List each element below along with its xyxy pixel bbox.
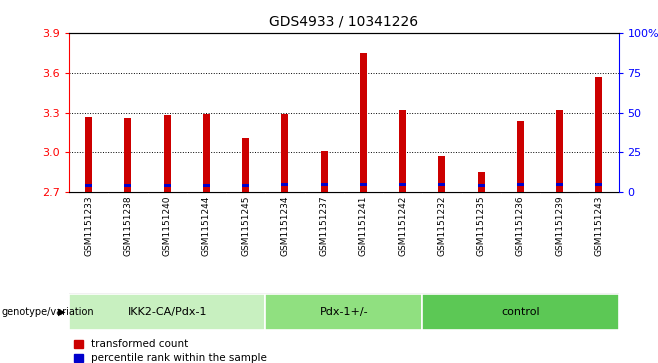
Bar bbox=[320, 151, 328, 192]
Bar bbox=[203, 114, 210, 192]
FancyBboxPatch shape bbox=[422, 294, 619, 330]
Bar bbox=[282, 183, 288, 187]
Text: GSM1151239: GSM1151239 bbox=[555, 195, 564, 256]
Text: Pdx-1+/-: Pdx-1+/- bbox=[320, 307, 368, 317]
Title: GDS4933 / 10341226: GDS4933 / 10341226 bbox=[269, 15, 418, 29]
Text: GSM1151232: GSM1151232 bbox=[438, 195, 446, 256]
Bar bbox=[517, 121, 524, 192]
Bar bbox=[282, 114, 288, 192]
Text: IKK2-CA/Pdx-1: IKK2-CA/Pdx-1 bbox=[128, 307, 207, 317]
Text: ▶: ▶ bbox=[59, 307, 66, 317]
Bar bbox=[360, 183, 367, 187]
Text: GSM1151240: GSM1151240 bbox=[163, 195, 172, 256]
FancyBboxPatch shape bbox=[69, 294, 265, 330]
Bar bbox=[438, 156, 445, 192]
Bar bbox=[124, 118, 132, 192]
Bar bbox=[595, 183, 603, 187]
Bar bbox=[242, 184, 249, 187]
Text: GSM1151238: GSM1151238 bbox=[124, 195, 132, 256]
Text: GSM1151244: GSM1151244 bbox=[202, 195, 211, 256]
Bar bbox=[399, 183, 406, 187]
Text: GSM1151236: GSM1151236 bbox=[516, 195, 525, 256]
Text: genotype/variation: genotype/variation bbox=[1, 307, 94, 317]
Bar bbox=[556, 183, 563, 187]
Bar bbox=[360, 53, 367, 192]
Bar bbox=[320, 183, 328, 187]
Bar bbox=[556, 110, 563, 192]
Bar bbox=[595, 77, 603, 192]
Bar bbox=[242, 138, 249, 192]
Text: GSM1151237: GSM1151237 bbox=[320, 195, 329, 256]
Bar bbox=[478, 172, 485, 192]
FancyBboxPatch shape bbox=[265, 294, 422, 330]
Text: GSM1151245: GSM1151245 bbox=[241, 195, 250, 256]
Bar bbox=[517, 183, 524, 187]
Bar bbox=[85, 117, 92, 192]
Legend: transformed count, percentile rank within the sample: transformed count, percentile rank withi… bbox=[74, 339, 267, 363]
Bar bbox=[164, 184, 170, 187]
Bar bbox=[203, 184, 210, 187]
Text: GSM1151233: GSM1151233 bbox=[84, 195, 93, 256]
Text: GSM1151234: GSM1151234 bbox=[280, 195, 290, 256]
Bar bbox=[438, 183, 445, 187]
Bar bbox=[399, 110, 406, 192]
Text: control: control bbox=[501, 307, 540, 317]
Bar bbox=[124, 184, 132, 187]
Text: GSM1151241: GSM1151241 bbox=[359, 195, 368, 256]
Bar bbox=[478, 184, 485, 187]
Bar bbox=[164, 115, 170, 192]
Text: GSM1151242: GSM1151242 bbox=[398, 195, 407, 256]
Text: GSM1151235: GSM1151235 bbox=[476, 195, 486, 256]
Text: GSM1151243: GSM1151243 bbox=[594, 195, 603, 256]
Bar bbox=[85, 184, 92, 187]
